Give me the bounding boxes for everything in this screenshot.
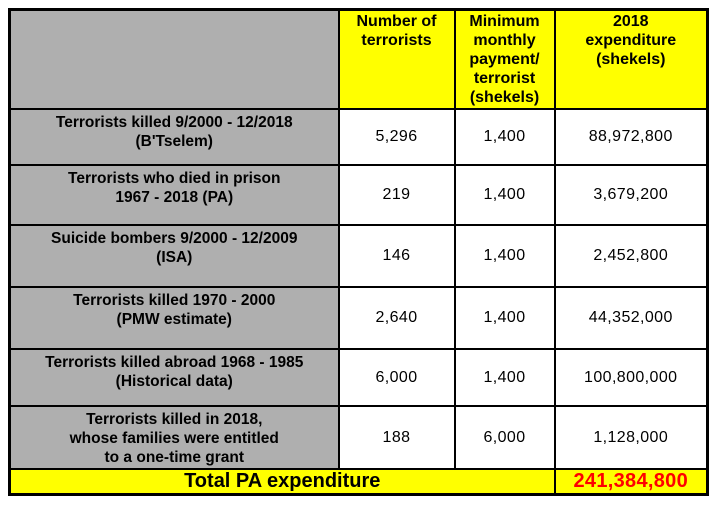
- monthly-payment-value: 1,400: [453, 164, 556, 226]
- expenditure-value: 88,972,800: [553, 108, 709, 166]
- monthly-payment-value: 1,400: [453, 108, 556, 166]
- total-row: Total PA expenditure 241,384,800: [8, 468, 709, 496]
- expenditure-value: 44,352,000: [553, 286, 709, 350]
- monthly-payment-value: 1,400: [453, 224, 556, 288]
- number-of-terrorists-value: 219: [337, 164, 456, 226]
- monthly-payment-value: 1,400: [453, 286, 556, 350]
- table-row: Terrorists who died in prison 1967 - 201…: [8, 164, 709, 226]
- total-label: Total PA expenditure: [8, 468, 556, 496]
- row-label: Terrorists who died in prison 1967 - 201…: [8, 164, 340, 226]
- total-value: 241,384,800: [553, 468, 709, 496]
- number-of-terrorists-value: 2,640: [337, 286, 456, 350]
- header-2018-expenditure: 2018 expenditure (shekels): [553, 8, 709, 110]
- table-row: Terrorists killed in 2018, whose familie…: [8, 405, 709, 470]
- row-label: Terrorists killed in 2018, whose familie…: [8, 405, 340, 470]
- number-of-terrorists-value: 188: [337, 405, 456, 470]
- number-of-terrorists-value: 5,296: [337, 108, 456, 166]
- number-of-terrorists-value: 146: [337, 224, 456, 288]
- table-row: Terrorists killed 9/2000 - 12/2018 (B'Ts…: [8, 108, 709, 166]
- header-number-of-terrorists: Number of terrorists: [337, 8, 456, 110]
- row-label: Terrorists killed abroad 1968 - 1985 (Hi…: [8, 348, 340, 407]
- expenditure-value: 100,800,000: [553, 348, 709, 407]
- header-corner-cell: [8, 8, 340, 110]
- table-row: Suicide bombers 9/2000 - 12/2009 (ISA) 1…: [8, 224, 709, 288]
- expenditure-value: 1,128,000: [553, 405, 709, 470]
- number-of-terrorists-value: 6,000: [337, 348, 456, 407]
- monthly-payment-value: 1,400: [453, 348, 556, 407]
- header-minimum-monthly-payment: Minimum monthly payment/ terrorist (shek…: [453, 8, 556, 110]
- table-row: Terrorists killed 1970 - 2000 (PMW estim…: [8, 286, 709, 350]
- row-label: Suicide bombers 9/2000 - 12/2009 (ISA): [8, 224, 340, 288]
- row-label: Terrorists killed 9/2000 - 12/2018 (B'Ts…: [8, 108, 340, 166]
- expenditure-value: 2,452,800: [553, 224, 709, 288]
- monthly-payment-value: 6,000: [453, 405, 556, 470]
- row-label: Terrorists killed 1970 - 2000 (PMW estim…: [8, 286, 340, 350]
- table-row: Terrorists killed abroad 1968 - 1985 (Hi…: [8, 348, 709, 407]
- expenditure-value: 3,679,200: [553, 164, 709, 226]
- pa-expenditure-table: Number of terrorists Minimum monthly pay…: [8, 8, 709, 496]
- table-header-row: Number of terrorists Minimum monthly pay…: [8, 8, 709, 110]
